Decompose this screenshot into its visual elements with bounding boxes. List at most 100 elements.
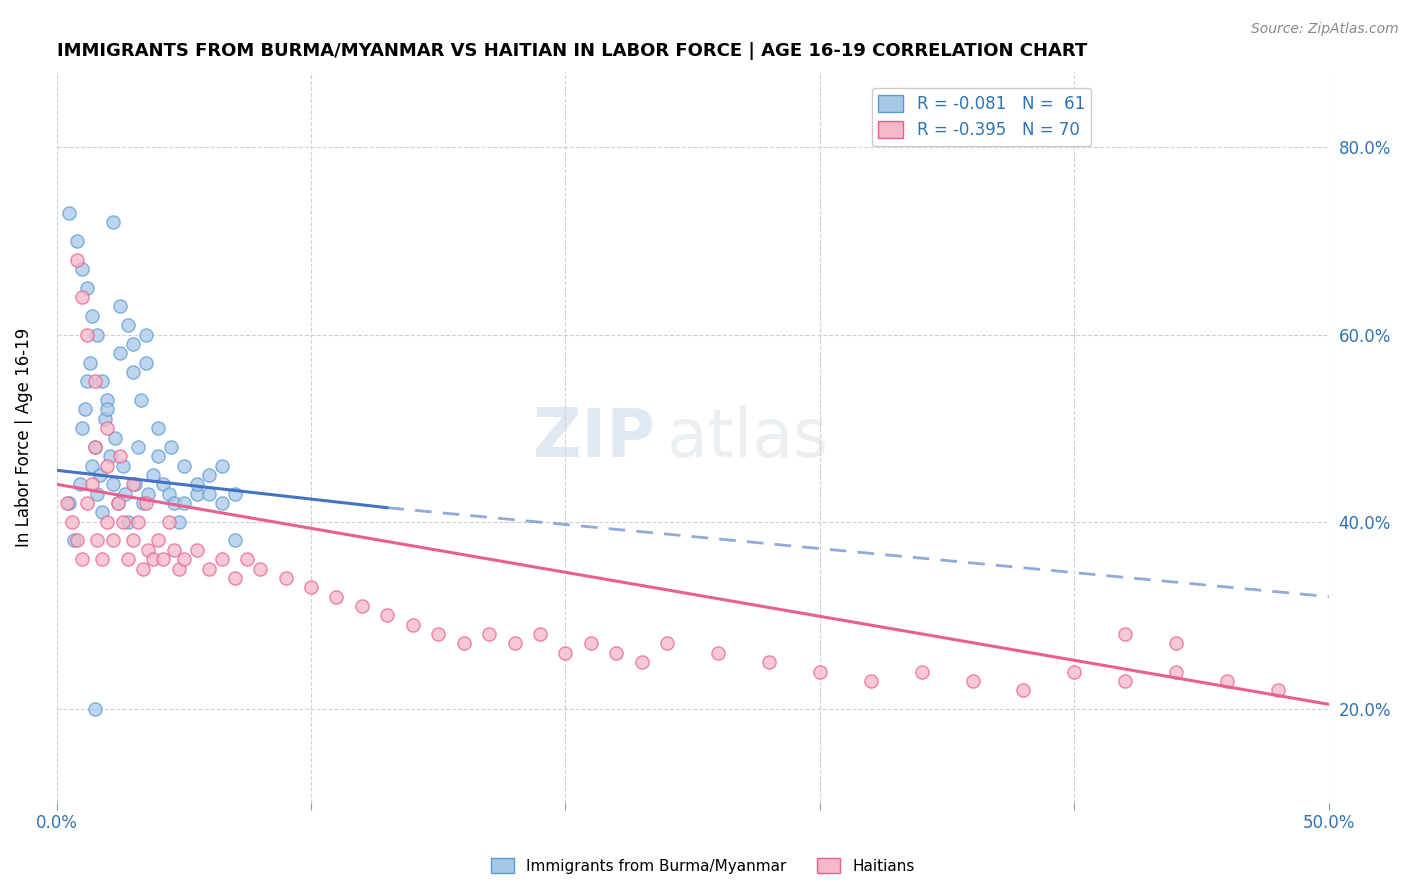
Point [377, 608, 399, 623]
Point [167, 561, 190, 575]
Point [163, 542, 186, 557]
Point [111, 458, 134, 473]
Point [101, 477, 124, 491]
Point [76, 375, 98, 389]
Point [224, 571, 246, 585]
Point [152, 552, 174, 566]
Text: IMMIGRANTS FROM BURMA/MYANMAR VS HAITIAN IN LABOR FORCE | AGE 16-19 CORRELATION : IMMIGRANTS FROM BURMA/MYANMAR VS HAITIAN… [56, 42, 1087, 60]
Point [122, 365, 145, 379]
Point [402, 617, 425, 632]
Point [107, 496, 129, 510]
Point [122, 337, 145, 351]
Point [111, 515, 134, 529]
Point [127, 515, 149, 529]
Point [83, 440, 105, 454]
Point [1114, 627, 1136, 641]
Point [79, 356, 101, 370]
Point [1267, 683, 1289, 698]
Point [157, 486, 180, 500]
Point [58, 496, 80, 510]
Point [127, 440, 149, 454]
Point [962, 673, 984, 688]
Point [198, 486, 221, 500]
Point [122, 533, 145, 548]
Point [274, 571, 297, 585]
Point [657, 636, 679, 650]
Point [1216, 673, 1239, 688]
Point [101, 533, 124, 548]
Point [249, 561, 271, 575]
Point [135, 356, 157, 370]
Point [83, 440, 105, 454]
Point [605, 646, 627, 660]
Point [83, 375, 105, 389]
Point [107, 496, 129, 510]
Point [96, 393, 118, 408]
Point [86, 533, 108, 548]
Point [1164, 665, 1187, 679]
Point [859, 673, 882, 688]
Legend: R = -0.081   N =  61, R = -0.395   N = 70: R = -0.081 N = 61, R = -0.395 N = 70 [872, 88, 1091, 146]
Point [96, 458, 118, 473]
Point [1114, 673, 1136, 688]
Text: ZIP: ZIP [533, 404, 655, 470]
Point [73, 402, 96, 417]
Point [82, 458, 104, 473]
Point [136, 542, 159, 557]
Point [808, 665, 831, 679]
Point [173, 458, 195, 473]
Point [152, 477, 174, 491]
Point [83, 702, 105, 716]
Point [132, 561, 155, 575]
Point [91, 552, 114, 566]
Point [70, 262, 93, 277]
Point [211, 458, 233, 473]
Point [129, 393, 152, 408]
Point [211, 496, 233, 510]
Point [91, 505, 114, 519]
Point [186, 486, 208, 500]
Point [82, 309, 104, 323]
Text: atlas: atlas [668, 404, 828, 470]
Point [427, 627, 450, 641]
Point [110, 449, 132, 463]
Point [69, 477, 91, 491]
Point [110, 300, 132, 314]
Point [76, 327, 98, 342]
Point [478, 627, 501, 641]
Point [132, 496, 155, 510]
Point [173, 552, 195, 566]
Point [58, 206, 80, 220]
Point [104, 430, 127, 444]
Point [350, 599, 373, 613]
Point [135, 327, 157, 342]
Point [167, 515, 190, 529]
Point [1012, 683, 1035, 698]
Point [236, 552, 259, 566]
Point [76, 496, 98, 510]
Point [117, 515, 139, 529]
Point [503, 636, 526, 650]
Point [96, 515, 118, 529]
Point [117, 552, 139, 566]
Point [224, 486, 246, 500]
Point [86, 486, 108, 500]
Point [707, 646, 730, 660]
Point [101, 215, 124, 229]
Point [122, 477, 145, 491]
Point [163, 496, 186, 510]
Point [124, 477, 146, 491]
Legend: Immigrants from Burma/Myanmar, Haitians: Immigrants from Burma/Myanmar, Haitians [485, 852, 921, 880]
Point [325, 590, 347, 604]
Point [453, 636, 475, 650]
Point [66, 252, 89, 267]
Point [63, 533, 86, 548]
Point [160, 440, 183, 454]
Text: Source: ZipAtlas.com: Source: ZipAtlas.com [1251, 22, 1399, 37]
Point [758, 655, 780, 669]
Point [60, 515, 83, 529]
Point [224, 533, 246, 548]
Point [186, 477, 208, 491]
Point [148, 421, 170, 435]
Point [135, 496, 157, 510]
